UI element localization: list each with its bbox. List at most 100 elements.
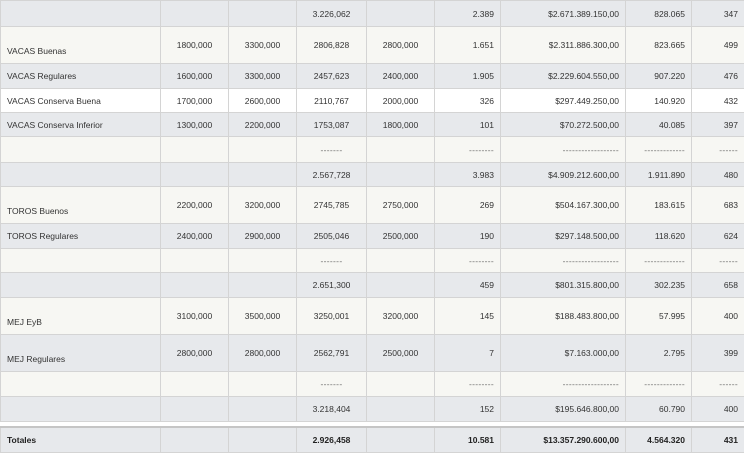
median-weight-cell xyxy=(366,396,435,422)
amount-cell: $188.483.800,00 xyxy=(500,297,626,335)
amount-cell: $2.229.604.550,00 xyxy=(500,63,626,89)
table-row: VACAS Conserva Inferior 1300,000 2200,000 1… xyxy=(0,112,744,137)
min-weight-cell xyxy=(160,425,229,453)
totals-row: Totales 2.926,458 10.581 $13.357.290.600,00… xyxy=(0,425,744,453)
min-weight-cell: 2400,000 xyxy=(160,223,229,249)
category-cell: VACAS Conserva Inferior xyxy=(0,112,161,137)
total-kg-cell: 140.920 xyxy=(625,88,692,113)
max-weight-cell: 2800,000 xyxy=(228,334,297,372)
price-per-kg-cell: 399 xyxy=(691,334,744,372)
category-cell xyxy=(0,162,161,187)
total-kg-cell: 57.995 xyxy=(625,297,692,335)
amount-cell: $2.311.886.300,00 xyxy=(500,26,626,64)
count-cell: -------- xyxy=(434,371,501,397)
min-weight-cell: 1700,000 xyxy=(160,88,229,113)
category-cell xyxy=(0,136,161,163)
max-weight-cell xyxy=(228,425,297,453)
total-kg-cell: ------------- xyxy=(625,136,692,163)
max-weight-cell xyxy=(228,272,297,298)
median-weight-cell: 2000,000 xyxy=(366,88,435,113)
category-cell: VACAS Buenas xyxy=(0,26,161,64)
total-kg-cell: 4.564.320 xyxy=(625,425,692,453)
median-weight-cell xyxy=(366,162,435,187)
max-weight-cell xyxy=(228,371,297,397)
total-kg-cell: 60.790 xyxy=(625,396,692,422)
total-kg-cell: 823.665 xyxy=(625,26,692,64)
table-row: ------- -------- ------------------ -------… xyxy=(0,136,744,163)
max-weight-cell xyxy=(228,136,297,163)
amount-cell: $13.357.290.600,00 xyxy=(500,425,626,453)
median-weight-cell xyxy=(366,0,435,27)
avg-weight-cell: ------- xyxy=(296,136,367,163)
category-cell: MEJ Regulares xyxy=(0,334,161,372)
price-per-kg-cell: 400 xyxy=(691,297,744,335)
avg-weight-cell: 2806,828 xyxy=(296,26,367,64)
category-cell: TOROS Regulares xyxy=(0,223,161,249)
amount-cell: $2.671.389.150,00 xyxy=(500,0,626,27)
total-kg-cell: 907.220 xyxy=(625,63,692,89)
spacer-cell xyxy=(0,421,744,427)
count-cell: 190 xyxy=(434,223,501,249)
amount-cell: $4.909.212.600,00 xyxy=(500,162,626,187)
category-cell: VACAS Conserva Buena xyxy=(0,88,161,113)
table-row: ------- -------- ------------------ -------… xyxy=(0,371,744,397)
amount-cell: $195.646.800,00 xyxy=(500,396,626,422)
price-per-kg-cell: ------ xyxy=(691,371,744,397)
count-cell: 3.983 xyxy=(434,162,501,187)
total-kg-cell: 302.235 xyxy=(625,272,692,298)
table-row: TOROS Buenos 2200,000 3200,000 2745,785 2750… xyxy=(0,186,744,224)
max-weight-cell: 3300,000 xyxy=(228,26,297,64)
count-cell: 145 xyxy=(434,297,501,335)
category-cell: MEJ EyB xyxy=(0,297,161,335)
min-weight-cell: 1600,000 xyxy=(160,63,229,89)
min-weight-cell: 1300,000 xyxy=(160,112,229,137)
price-per-kg-cell: 480 xyxy=(691,162,744,187)
median-weight-cell: 3200,000 xyxy=(366,297,435,335)
category-cell xyxy=(0,0,161,27)
category-cell xyxy=(0,248,161,273)
table-row: ------- -------- ------------------ -------… xyxy=(0,248,744,273)
max-weight-cell: 2900,000 xyxy=(228,223,297,249)
table-row: 2.567,728 3.983 $4.909.212.600,00 1.911.890… xyxy=(0,162,744,187)
table-row: 3.218,404 152 $195.646.800,00 60.790 400 xyxy=(0,396,744,422)
count-cell: 101 xyxy=(434,112,501,137)
max-weight-cell: 2600,000 xyxy=(228,88,297,113)
median-weight-cell: 2500,000 xyxy=(366,223,435,249)
max-weight-cell xyxy=(228,248,297,273)
total-kg-cell: 1.911.890 xyxy=(625,162,692,187)
count-cell: 7 xyxy=(434,334,501,372)
min-weight-cell xyxy=(160,272,229,298)
total-kg-cell: ------------- xyxy=(625,248,692,273)
count-cell: -------- xyxy=(434,248,501,273)
min-weight-cell xyxy=(160,162,229,187)
amount-cell: $7.163.000,00 xyxy=(500,334,626,372)
total-kg-cell: 183.615 xyxy=(625,186,692,224)
count-cell: 269 xyxy=(434,186,501,224)
median-weight-cell xyxy=(366,136,435,163)
avg-weight-cell: 2.651,300 xyxy=(296,272,367,298)
total-kg-cell: 40.085 xyxy=(625,112,692,137)
price-per-kg-cell: 431 xyxy=(691,425,744,453)
median-weight-cell: 2500,000 xyxy=(366,334,435,372)
median-weight-cell xyxy=(366,272,435,298)
count-cell: 326 xyxy=(434,88,501,113)
median-weight-cell xyxy=(366,425,435,453)
total-kg-cell: 828.065 xyxy=(625,0,692,27)
median-weight-cell: 2750,000 xyxy=(366,186,435,224)
amount-cell: $504.167.300,00 xyxy=(500,186,626,224)
total-kg-cell: ------------- xyxy=(625,371,692,397)
price-per-kg-cell: 432 xyxy=(691,88,744,113)
min-weight-cell xyxy=(160,371,229,397)
price-per-kg-cell: 347 xyxy=(691,0,744,27)
avg-weight-cell: 3250,001 xyxy=(296,297,367,335)
count-cell: 152 xyxy=(434,396,501,422)
table-row: MEJ EyB 3100,000 3500,000 3250,001 3200,000 1… xyxy=(0,297,744,335)
avg-weight-cell: ------- xyxy=(296,248,367,273)
min-weight-cell xyxy=(160,396,229,422)
min-weight-cell xyxy=(160,0,229,27)
max-weight-cell: 3300,000 xyxy=(228,63,297,89)
median-weight-cell: 2400,000 xyxy=(366,63,435,89)
table-row: MEJ Regulares 2800,000 2800,000 2562,791 250… xyxy=(0,334,744,372)
